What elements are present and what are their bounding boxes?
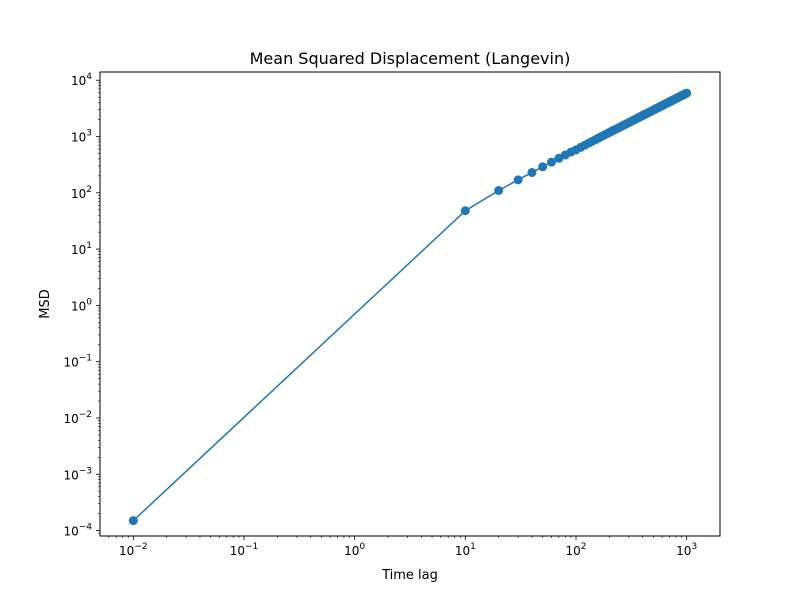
x-tick-label: 100 — [344, 542, 365, 558]
plot-frame — [99, 71, 721, 537]
msd-data-point — [460, 206, 470, 216]
x-tick-label: 103 — [676, 542, 697, 558]
msd-data-point — [527, 167, 537, 177]
chart-title: Mean Squared Displacement (Langevin) — [250, 49, 571, 68]
x-axis: 10−2 10−1 100 101 102 103 — [108, 536, 697, 558]
y-tick-label: 103 — [71, 129, 92, 145]
y-tick-label: 102 — [71, 185, 92, 201]
x-tick-label: 10−2 — [119, 542, 148, 558]
y-tick-label: 10−1 — [63, 354, 92, 370]
y-tick-label: 10−3 — [63, 466, 92, 482]
y-axis-label: MSD — [38, 289, 53, 318]
y-tick-label: 10−2 — [63, 410, 92, 426]
msd-data-point — [513, 175, 523, 185]
msd-data-point — [682, 88, 692, 98]
x-tick-label: 102 — [566, 542, 587, 558]
y-tick-label: 104 — [71, 72, 92, 88]
y-tick-label: 10−4 — [63, 523, 92, 539]
x-axis-label: Time lag — [381, 568, 438, 583]
y-tick-label: 100 — [71, 297, 92, 313]
x-tick-label: 10−1 — [230, 542, 259, 558]
plot-area — [128, 88, 692, 526]
msd-data-point — [128, 516, 138, 526]
msd-data-point — [494, 185, 504, 195]
msd-data-point — [538, 162, 548, 172]
x-tick-label: 101 — [455, 542, 476, 558]
y-tick-label: 101 — [71, 241, 92, 257]
msd-data-point — [546, 157, 556, 167]
